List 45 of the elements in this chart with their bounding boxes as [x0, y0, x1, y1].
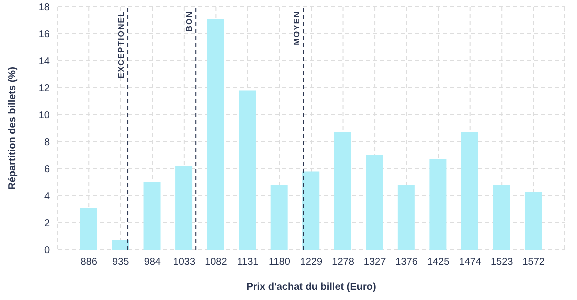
y-axis-title: Répartition des billets (%) — [8, 67, 19, 190]
y-tick-label: 4 — [44, 192, 50, 203]
y-tick-label: 2 — [44, 218, 50, 230]
x-tick-label: 1523 — [490, 257, 514, 268]
x-tick-label: 984 — [144, 257, 162, 268]
y-tick-label: 8 — [44, 138, 50, 149]
bar — [80, 208, 98, 250]
bar — [270, 185, 288, 250]
x-axis-title: Prix d'achat du billet (Euro) — [246, 282, 376, 293]
bar — [366, 156, 384, 250]
bar — [176, 166, 193, 250]
bar — [207, 19, 224, 250]
x-tick-label: 886 — [80, 257, 98, 268]
x-tick-label: 1425 — [427, 257, 450, 268]
x-tick-label: 1131 — [237, 257, 260, 268]
y-tick-label: 14 — [38, 56, 50, 68]
bar — [398, 185, 415, 250]
y-tick-label: 16 — [38, 30, 50, 41]
x-tick-label: 1278 — [332, 257, 355, 268]
bar — [144, 182, 161, 250]
bar — [112, 240, 130, 250]
bar — [524, 192, 542, 250]
x-tick-label: 1572 — [522, 257, 546, 268]
x-tick-label: 935 — [112, 257, 130, 268]
x-tick-label: 1474 — [459, 257, 482, 268]
x-tick-label: 1082 — [205, 257, 228, 268]
ref-line-label: EXCEPTIONEL — [117, 11, 126, 78]
bar — [302, 172, 320, 250]
y-tick-label: 0 — [44, 246, 50, 257]
bar — [334, 132, 352, 250]
ref-line-label: MOYEN — [292, 11, 302, 46]
y-tick-label: 6 — [44, 164, 50, 176]
y-tick-label: 12 — [38, 84, 50, 95]
bar — [239, 90, 256, 250]
ref-line-label: BON — [185, 11, 194, 32]
x-tick-label: 1033 — [173, 257, 196, 268]
bar — [430, 160, 447, 250]
x-tick-label: 1180 — [268, 257, 291, 268]
bar — [461, 132, 478, 250]
x-tick-label: 1376 — [396, 257, 418, 268]
y-tick-label: 18 — [38, 2, 50, 14]
x-tick-label: 1229 — [300, 257, 324, 268]
bar — [493, 185, 510, 250]
y-tick-label: 10 — [38, 110, 50, 122]
x-tick-label: 1327 — [364, 257, 387, 268]
